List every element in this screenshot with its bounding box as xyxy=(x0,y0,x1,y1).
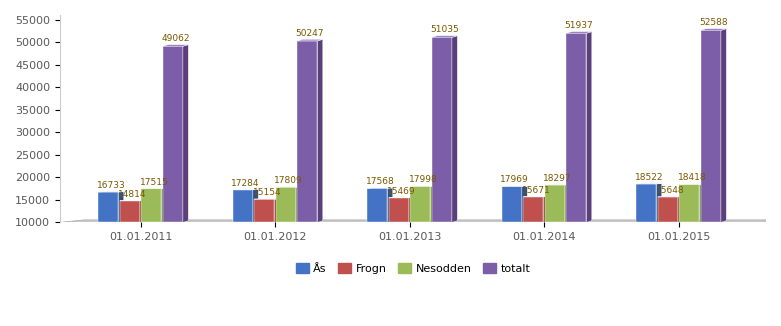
Polygon shape xyxy=(298,39,323,41)
Text: 15469: 15469 xyxy=(387,187,415,196)
Polygon shape xyxy=(452,36,458,222)
Polygon shape xyxy=(162,188,167,222)
Polygon shape xyxy=(183,45,188,222)
Polygon shape xyxy=(678,197,683,222)
Polygon shape xyxy=(317,39,323,222)
Bar xyxy=(276,187,296,222)
Polygon shape xyxy=(162,45,188,46)
Bar xyxy=(98,192,119,222)
Text: 17998: 17998 xyxy=(408,175,437,184)
Text: 17515: 17515 xyxy=(140,178,169,186)
Bar xyxy=(367,188,387,222)
Polygon shape xyxy=(432,36,458,37)
Polygon shape xyxy=(296,187,301,222)
Bar xyxy=(523,197,544,222)
Bar xyxy=(233,189,253,222)
Text: 50247: 50247 xyxy=(296,29,324,37)
Text: 18418: 18418 xyxy=(678,173,706,183)
Bar xyxy=(389,198,409,222)
Text: 15671: 15671 xyxy=(522,186,551,195)
Text: 16733: 16733 xyxy=(97,181,125,190)
Text: 18297: 18297 xyxy=(544,174,572,183)
Bar xyxy=(162,46,183,222)
Polygon shape xyxy=(253,189,259,222)
Bar xyxy=(298,41,317,222)
Bar xyxy=(701,30,721,222)
Polygon shape xyxy=(544,197,549,222)
Polygon shape xyxy=(565,185,570,222)
Bar xyxy=(544,185,565,222)
Bar xyxy=(679,185,700,222)
Polygon shape xyxy=(409,198,414,222)
Bar xyxy=(254,199,274,222)
Text: 18522: 18522 xyxy=(635,173,663,182)
Bar xyxy=(637,184,656,222)
Polygon shape xyxy=(274,199,280,222)
Bar xyxy=(432,37,452,222)
Polygon shape xyxy=(656,184,662,222)
Text: 17284: 17284 xyxy=(231,179,260,187)
Bar xyxy=(566,33,587,222)
Bar xyxy=(119,201,140,222)
Text: 15154: 15154 xyxy=(253,188,281,197)
Polygon shape xyxy=(587,32,592,222)
Text: 15648: 15648 xyxy=(656,186,685,195)
Bar xyxy=(501,186,522,222)
Text: 52588: 52588 xyxy=(699,18,728,27)
Text: 14814: 14814 xyxy=(118,190,147,199)
Bar xyxy=(410,186,430,222)
Text: 17568: 17568 xyxy=(366,177,394,186)
Text: 51937: 51937 xyxy=(565,21,594,30)
Text: 51035: 51035 xyxy=(430,25,459,34)
Polygon shape xyxy=(522,186,527,222)
Polygon shape xyxy=(140,200,145,222)
Polygon shape xyxy=(119,192,123,222)
Bar xyxy=(141,188,162,222)
Polygon shape xyxy=(721,29,726,222)
Legend: Ås, Frogn, Nesodden, totalt: Ås, Frogn, Nesodden, totalt xyxy=(291,259,535,278)
Bar xyxy=(658,197,678,222)
Polygon shape xyxy=(430,186,436,222)
Polygon shape xyxy=(387,188,393,222)
Polygon shape xyxy=(60,220,781,222)
Text: 49062: 49062 xyxy=(161,34,190,43)
Text: 17969: 17969 xyxy=(500,175,529,185)
Text: 17809: 17809 xyxy=(274,176,303,185)
Polygon shape xyxy=(700,184,704,222)
Polygon shape xyxy=(566,32,592,33)
Polygon shape xyxy=(679,184,704,185)
Polygon shape xyxy=(701,29,726,30)
